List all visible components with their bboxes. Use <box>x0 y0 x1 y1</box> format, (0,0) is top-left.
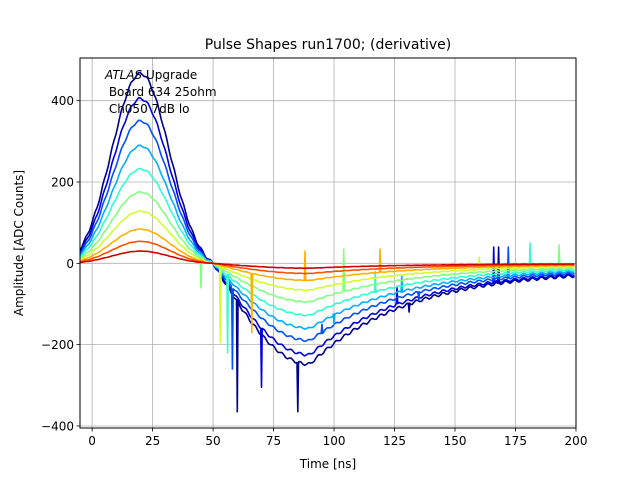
annotation: ATLAS Upgrade Board 634 25ohm Ch050 7dB … <box>104 68 217 116</box>
y-tick-label: 0 <box>66 257 74 271</box>
annotation-upgrade: Upgrade <box>142 68 197 82</box>
y-tick-label: −400 <box>41 419 74 433</box>
x-tick-label: 125 <box>383 434 406 448</box>
y-tick-label: −200 <box>41 338 74 352</box>
annotation-channel: Ch050 7dB lo <box>105 102 190 116</box>
x-tick-label: 75 <box>266 434 281 448</box>
x-tick-label: 0 <box>88 434 96 448</box>
series-group <box>80 71 575 413</box>
series-line-pulse-8 <box>80 228 575 334</box>
svg-text:ATLAS Upgrade: ATLAS Upgrade <box>104 68 197 82</box>
y-tick-label: 400 <box>51 94 74 108</box>
grid <box>80 58 577 428</box>
series-line-pulse-3 <box>80 119 575 370</box>
y-axis-label: Amplitude [ADC Counts] <box>12 170 26 316</box>
y-ticks: −400 −200 0 200 400 <box>41 94 80 433</box>
x-tick-label: 200 <box>565 434 588 448</box>
series-line-pulse-4 <box>80 144 575 330</box>
series-line-pulse-9 <box>80 240 575 275</box>
annotation-atlas: ATLAS <box>104 68 143 82</box>
x-tick-label: 175 <box>504 434 527 448</box>
series-line-pulse-7 <box>80 210 575 344</box>
x-ticks: 0 25 50 75 100 125 150 175 200 <box>88 428 587 448</box>
series-line-pulse-5 <box>80 167 575 354</box>
x-tick-label: 25 <box>145 434 160 448</box>
chart-title: Pulse Shapes run1700; (derivative) <box>205 37 451 53</box>
y-tick-label: 200 <box>51 176 74 190</box>
series-line-pulse-1 <box>80 71 575 413</box>
series-line-pulse-10 <box>80 250 575 270</box>
axes-frame <box>79 57 577 429</box>
series-line-pulse-6 <box>80 191 575 304</box>
x-axis-label: Time [ns] <box>299 457 356 471</box>
x-tick-label: 50 <box>205 434 220 448</box>
x-tick-label: 100 <box>323 434 346 448</box>
annotation-board: Board 634 25ohm <box>105 85 217 99</box>
x-tick-label: 150 <box>444 434 467 448</box>
